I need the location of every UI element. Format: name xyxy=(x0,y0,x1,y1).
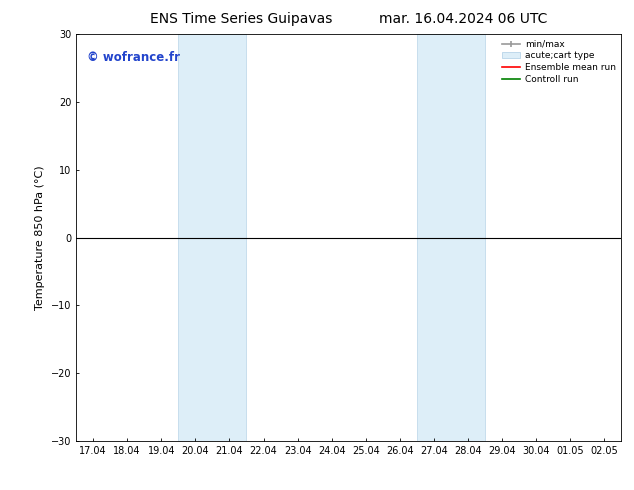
Bar xyxy=(417,34,485,441)
Y-axis label: Temperature 850 hPa (°C): Temperature 850 hPa (°C) xyxy=(35,165,45,310)
Bar xyxy=(178,34,247,441)
Text: © wofrance.fr: © wofrance.fr xyxy=(87,50,180,64)
Legend: min/max, acute;cart type, Ensemble mean run, Controll run: min/max, acute;cart type, Ensemble mean … xyxy=(499,36,619,87)
Text: mar. 16.04.2024 06 UTC: mar. 16.04.2024 06 UTC xyxy=(378,12,547,26)
Text: ENS Time Series Guipavas: ENS Time Series Guipavas xyxy=(150,12,332,26)
